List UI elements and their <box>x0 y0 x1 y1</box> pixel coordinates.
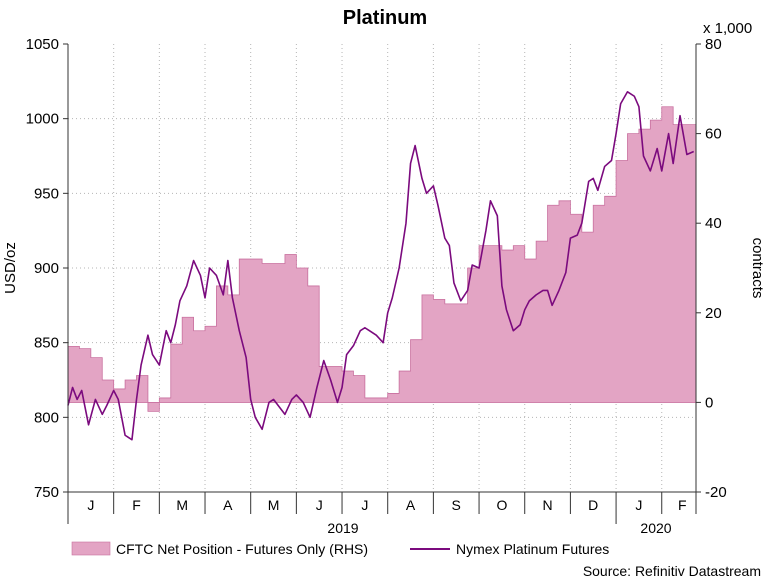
legend: CFTC Net Position - Futures Only (RHS) N… <box>71 541 609 557</box>
month-label: F <box>678 497 687 513</box>
left-axis-label: USD/oz <box>2 242 19 294</box>
right-tick-label: 60 <box>705 126 722 143</box>
left-tick-label: 1050 <box>26 36 59 53</box>
left-tick-label: 850 <box>34 335 59 352</box>
right-tick-label: -20 <box>705 484 727 501</box>
right-tick-label: 80 <box>705 36 722 53</box>
cftc-net-position-area <box>67 106 697 412</box>
legend-label-area: CFTC Net Position - Futures Only (RHS) <box>116 541 368 557</box>
month-label: A <box>406 497 416 513</box>
month-label: F <box>132 497 141 513</box>
cftc-area-path <box>67 106 697 412</box>
right-tick-label: 20 <box>705 305 722 322</box>
right-tick-label: 40 <box>705 215 722 232</box>
month-label: N <box>543 497 553 513</box>
month-label: J <box>316 497 323 513</box>
left-tick-label: 1000 <box>26 111 59 128</box>
source-note: Source: Refinitiv Datastream <box>583 563 761 579</box>
left-tick-label: 750 <box>34 484 59 501</box>
legend-swatch-area <box>71 541 111 556</box>
month-label: J <box>87 497 94 513</box>
month-label: A <box>223 497 233 513</box>
right-axis-label: contracts <box>749 238 766 299</box>
nymex-line-path <box>67 90 695 441</box>
month-label: D <box>588 497 598 513</box>
right-axis-ticks: 80 60 40 20 0 -20 <box>696 36 727 501</box>
chart-title: Platinum <box>343 7 427 29</box>
right-tick-label: 0 <box>705 394 713 411</box>
left-tick-label: 800 <box>34 409 59 426</box>
right-axis-multiplier: x 1,000 <box>703 20 752 37</box>
year-label-2020: 2020 <box>640 520 671 536</box>
left-axis-ticks: 1050 1000 950 900 850 800 750 <box>26 36 68 501</box>
legend-label-line: Nymex Platinum Futures <box>456 541 609 557</box>
month-label: M <box>268 497 280 513</box>
month-label: J <box>361 497 368 513</box>
month-label: J <box>635 497 642 513</box>
left-tick-label: 950 <box>34 185 59 202</box>
year-label-2019: 2019 <box>327 520 358 536</box>
left-tick-label: 900 <box>34 260 59 277</box>
month-label: M <box>176 497 188 513</box>
month-label: S <box>452 497 461 513</box>
nymex-platinum-line <box>67 90 695 441</box>
month-label: O <box>496 497 507 513</box>
